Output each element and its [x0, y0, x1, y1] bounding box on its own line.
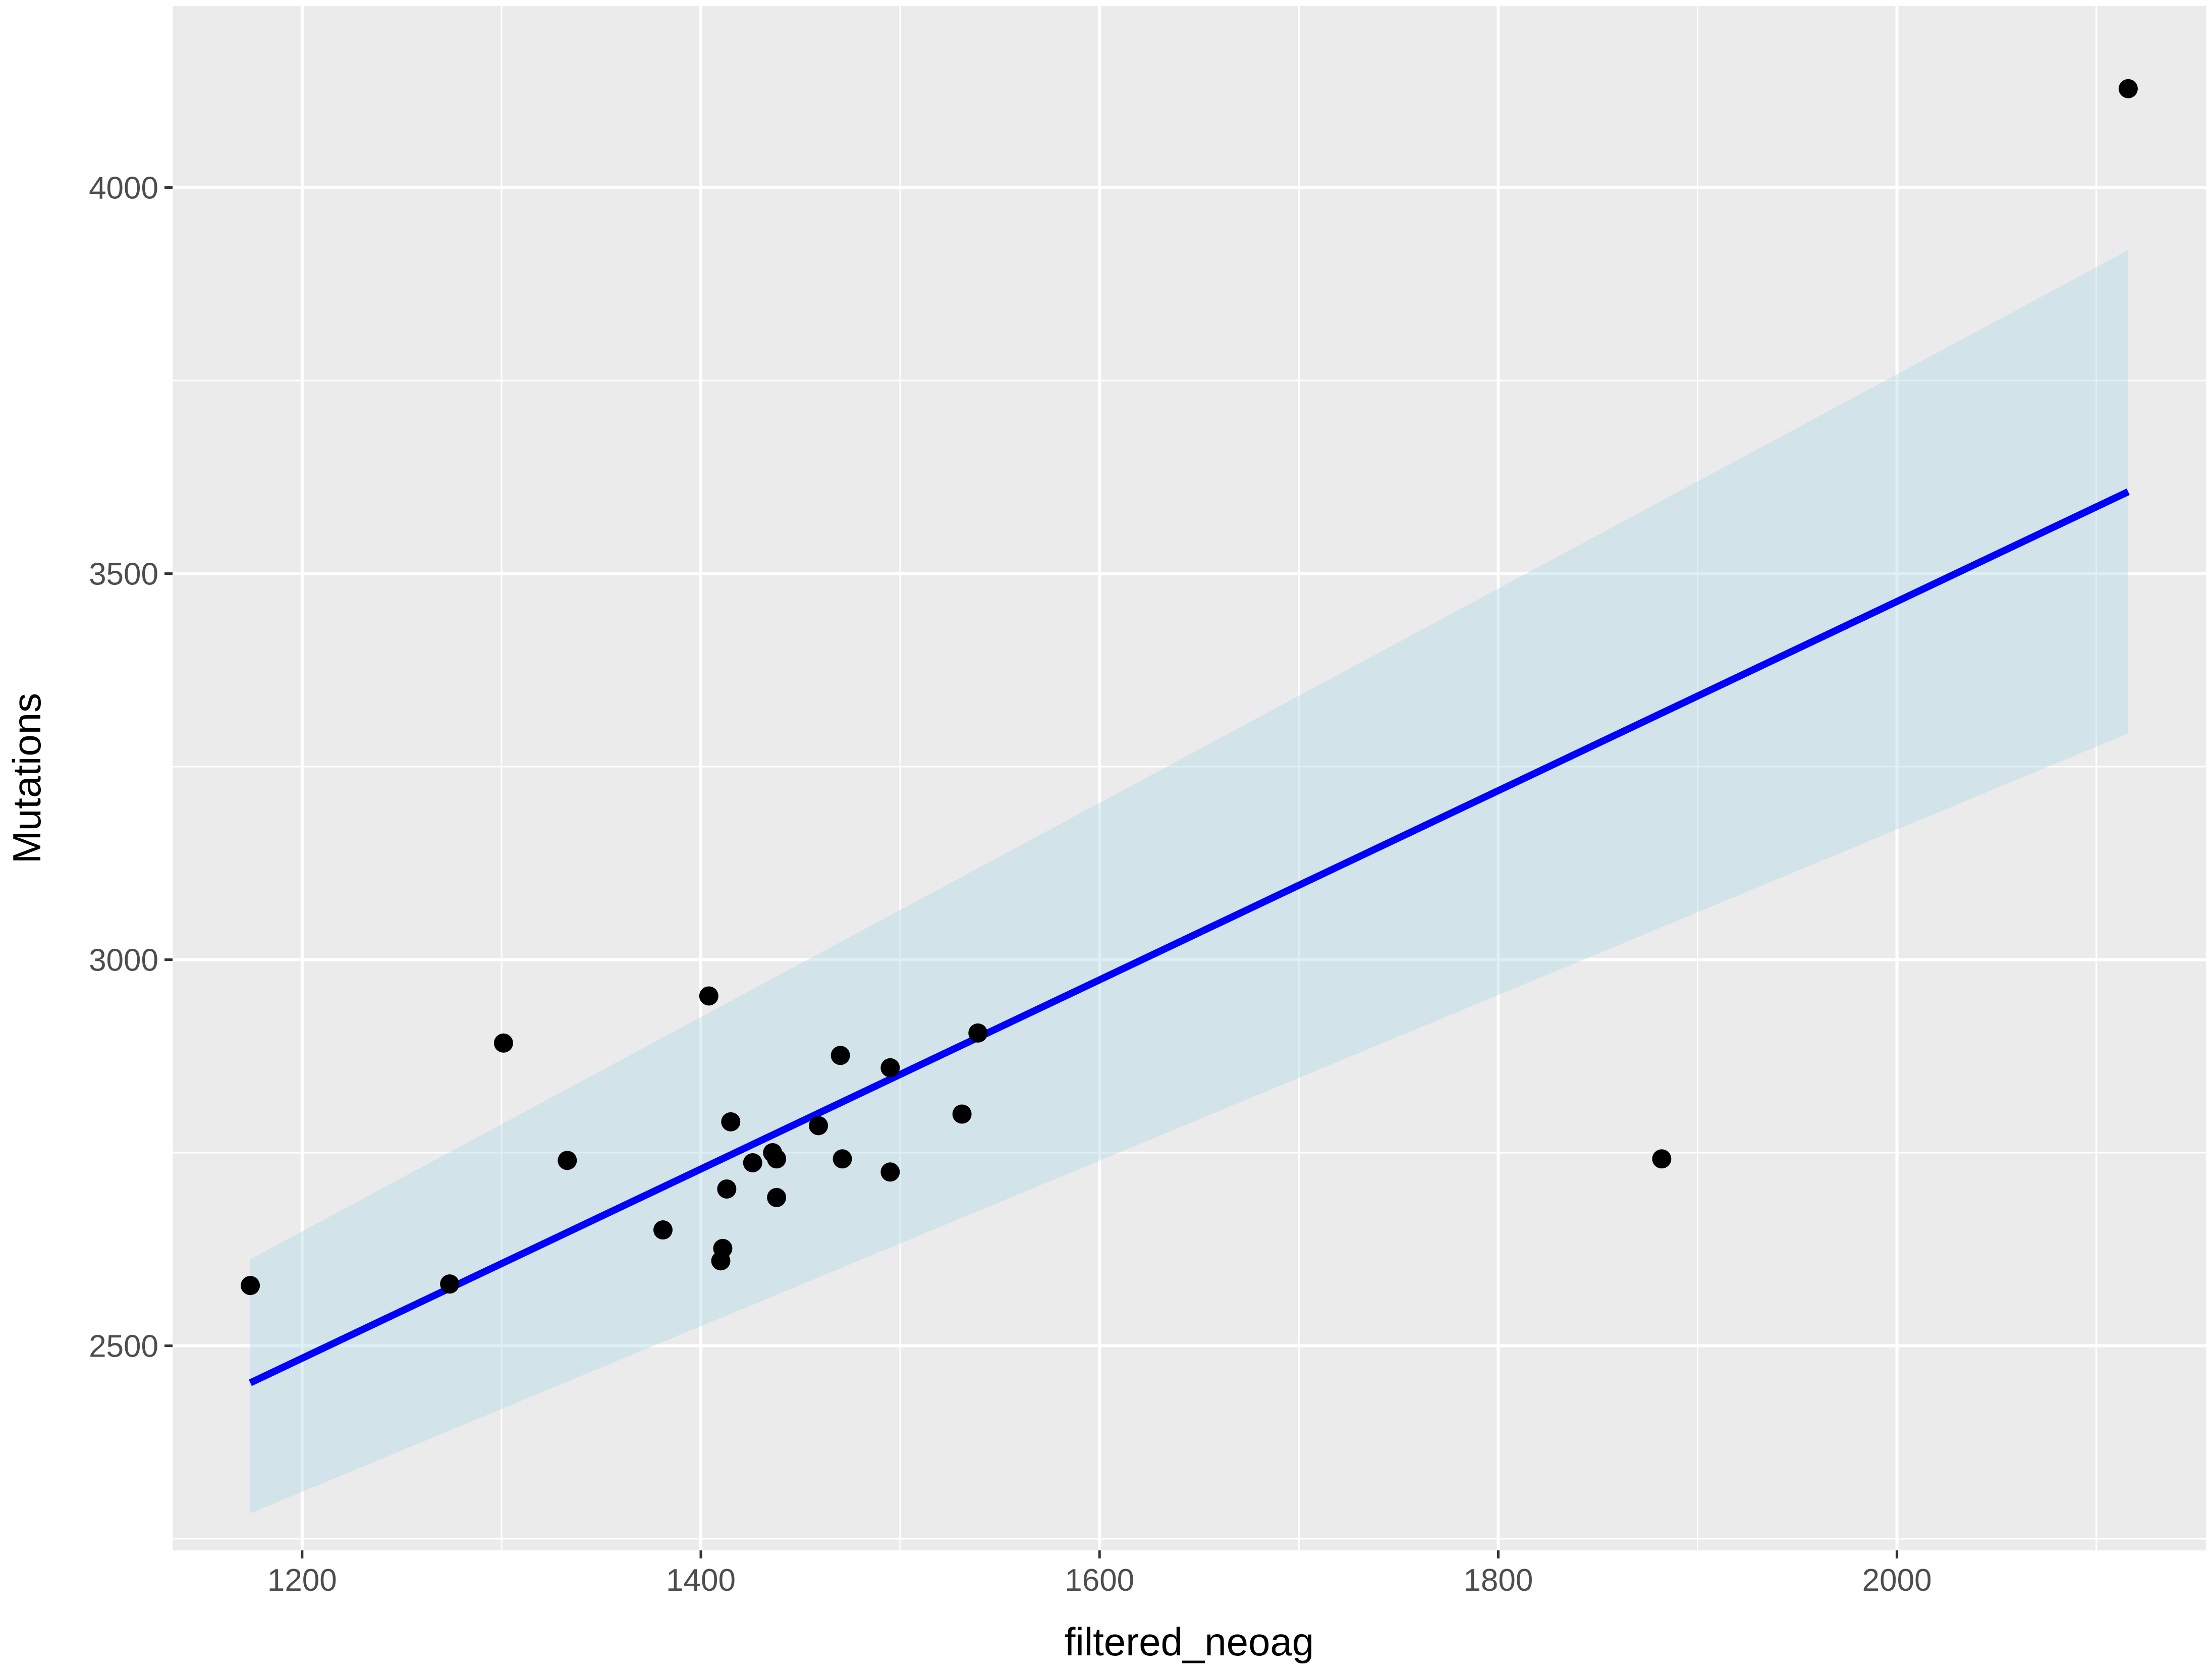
y-axis-ticks: 2500 3000 3500 4000 — [89, 171, 173, 1364]
data-point — [440, 1274, 460, 1294]
data-points — [241, 79, 2138, 1296]
y-tick-label: 4000 — [89, 171, 158, 206]
x-axis-ticks: 1200 1400 1600 1800 2000 — [267, 1550, 1932, 1598]
data-point — [743, 1153, 762, 1172]
data-point — [833, 1149, 852, 1169]
x-tick-label: 2000 — [1862, 1563, 1932, 1598]
y-tick-label: 3500 — [89, 557, 158, 592]
data-point — [968, 1023, 988, 1043]
y-axis-title: Mutations — [5, 693, 49, 864]
data-point — [1652, 1149, 1672, 1169]
data-point — [558, 1151, 577, 1170]
x-tick-label: 1600 — [1065, 1563, 1134, 1598]
confidence-band — [250, 250, 2128, 1514]
minor-gridlines — [173, 6, 2206, 1550]
data-point — [721, 1112, 741, 1131]
y-tick-label: 3000 — [89, 943, 158, 978]
data-point — [767, 1188, 787, 1207]
plot-panel — [173, 6, 2206, 1550]
data-point — [2118, 79, 2138, 98]
data-point — [653, 1220, 673, 1240]
data-point — [241, 1276, 260, 1296]
data-point — [493, 1033, 513, 1053]
data-point — [952, 1104, 972, 1124]
data-point — [880, 1058, 900, 1077]
regression-line — [249, 489, 2130, 1386]
x-tick-label: 1800 — [1463, 1563, 1533, 1598]
x-tick-label: 1200 — [267, 1563, 337, 1598]
y-tick-label: 2500 — [89, 1329, 158, 1364]
x-tick-label: 1400 — [666, 1563, 736, 1598]
data-point — [699, 986, 718, 1006]
data-point — [767, 1149, 787, 1169]
data-point — [880, 1162, 900, 1182]
data-point — [713, 1238, 733, 1258]
data-point — [809, 1116, 828, 1136]
data-point — [831, 1046, 850, 1065]
x-axis-title: filtered_neoag — [1065, 1620, 1314, 1664]
major-gridlines — [173, 6, 2206, 1550]
data-point — [717, 1179, 737, 1199]
